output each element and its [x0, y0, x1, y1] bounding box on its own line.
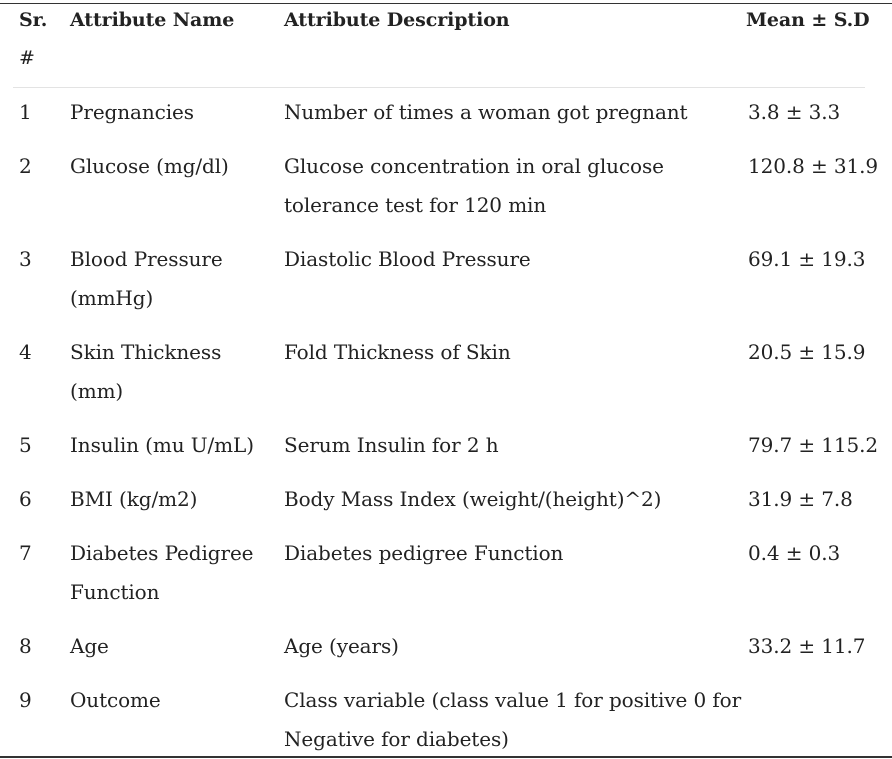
row-2-description-line2: tolerance test for 120 min — [284, 193, 547, 217]
row-2-mean: 120.8 ± 31.9 — [748, 154, 879, 178]
header-divider — [13, 87, 865, 88]
row-9-description-line1: Class variable (class value 1 for positi… — [284, 688, 742, 712]
row-7-name-line1: Diabetes Pedigree — [70, 541, 254, 565]
header-sr: Sr. # — [19, 1, 47, 77]
row-5-description: Serum Insulin for 2 h — [284, 433, 499, 457]
row-6-mean: 31.9 ± 7.8 — [748, 487, 853, 511]
row-8-mean: 33.2 ± 11.7 — [748, 634, 866, 658]
row-8-sr: 8 — [19, 634, 32, 658]
row-3-name-line1: Blood Pressure — [70, 247, 223, 271]
row-3-mean: 69.1 ± 19.3 — [748, 247, 866, 271]
row-6-description: Body Mass Index (weight/(height)^2) — [284, 487, 662, 511]
row-3-sr: 3 — [19, 247, 32, 271]
row-1-sr: 1 — [19, 100, 32, 124]
row-4-name-line2: (mm) — [70, 379, 124, 403]
row-7-sr: 7 — [19, 541, 32, 565]
row-4-description: Fold Thickness of Skin — [284, 340, 511, 364]
header-attribute-description: Attribute Description — [284, 9, 510, 31]
header-attribute-name: Attribute Name — [70, 9, 235, 31]
row-5-mean: 79.7 ± 115.2 — [748, 433, 879, 457]
row-7-name-line2: Function — [70, 580, 160, 604]
table-top-rule — [0, 3, 892, 4]
table-bottom-rule — [0, 756, 892, 758]
row-7-mean: 0.4 ± 0.3 — [748, 541, 841, 565]
row-1-mean: 3.8 ± 3.3 — [748, 100, 841, 124]
row-3-name-line2: (mmHg) — [70, 286, 154, 310]
row-8-name: Age — [70, 634, 109, 658]
header-mean-sd: Mean ± S.D — [746, 9, 870, 31]
row-1-description: Number of times a woman got pregnant — [284, 100, 688, 124]
row-9-name: Outcome — [70, 688, 161, 712]
header-sr-line1: Sr. — [19, 9, 48, 31]
row-8-description: Age (years) — [284, 634, 399, 658]
row-4-name-line1: Skin Thickness — [70, 340, 222, 364]
row-6-name: BMI (kg/m2) — [70, 487, 198, 511]
row-6-sr: 6 — [19, 487, 32, 511]
row-4-mean: 20.5 ± 15.9 — [748, 340, 866, 364]
row-2-sr: 2 — [19, 154, 32, 178]
row-4-sr: 4 — [19, 340, 32, 364]
row-5-sr: 5 — [19, 433, 32, 457]
row-1-name: Pregnancies — [70, 100, 194, 124]
row-9-sr: 9 — [19, 688, 32, 712]
row-9-description-line2: Negative for diabetes) — [284, 727, 509, 751]
row-5-name: Insulin (mu U/mL) — [70, 433, 254, 457]
row-2-description-line1: Glucose concentration in oral glucose — [284, 154, 664, 178]
row-2-name: Glucose (mg/dl) — [70, 154, 229, 178]
header-sr-line2: # — [19, 47, 35, 69]
row-7-description: Diabetes pedigree Function — [284, 541, 564, 565]
row-3-description: Diastolic Blood Pressure — [284, 247, 531, 271]
